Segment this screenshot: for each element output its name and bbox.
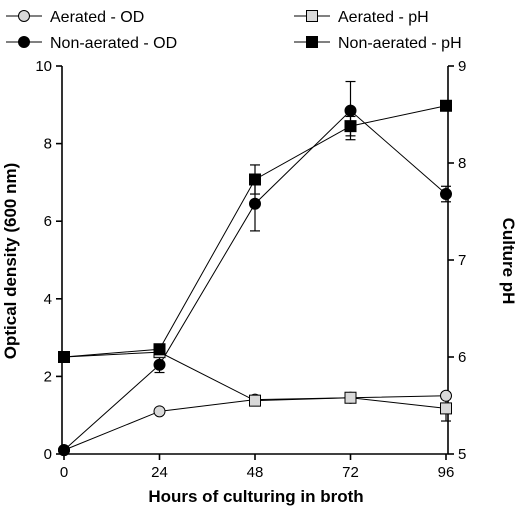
y-tick-label: 4 — [44, 291, 52, 308]
data-point — [344, 120, 357, 133]
legend-label: Non-aerated - OD — [50, 35, 177, 52]
y-tick-label: 8 — [44, 136, 52, 153]
y2-tick-label: 8 — [458, 155, 466, 172]
x-tick-label: 48 — [247, 464, 264, 481]
legend-label: Aerated - pH — [338, 9, 429, 26]
data-point — [344, 391, 357, 404]
y2-tick-label: 6 — [458, 349, 466, 366]
legend-label: Aerated - OD — [50, 9, 144, 26]
y2-tick-label: 7 — [458, 252, 466, 269]
data-point — [249, 197, 261, 210]
x-axis-title: Hours of culturing in broth — [148, 487, 363, 506]
x-tick-label: 24 — [151, 464, 168, 481]
legend-marker — [306, 10, 318, 22]
y2-tick-label: 5 — [458, 446, 466, 463]
data-point — [249, 173, 261, 186]
data-point — [440, 389, 452, 402]
y-axis-title: Optical density (600 nm) — [1, 163, 20, 360]
y-tick-label: 0 — [44, 446, 52, 463]
y2-axis-title: Culture pH — [499, 218, 518, 305]
y-tick-label: 10 — [35, 58, 52, 75]
data-point — [440, 188, 452, 201]
data-point — [440, 99, 452, 112]
x-tick-label: 96 — [438, 464, 455, 481]
data-point — [58, 351, 70, 363]
legend-marker — [18, 36, 30, 48]
legend-label: Non-aerated - pH — [338, 35, 462, 52]
legend-marker — [18, 10, 30, 22]
data-point — [344, 104, 357, 117]
data-point — [153, 405, 166, 418]
data-point — [58, 444, 70, 457]
legend: Aerated - OD Non-aerated - OD Aerated - pH… — [6, 9, 462, 52]
data-point — [153, 343, 166, 356]
legend-marker — [306, 36, 318, 48]
y-tick-label: 2 — [44, 368, 52, 385]
data-point — [153, 358, 166, 371]
y2-tick-label: 9 — [458, 58, 466, 75]
series-layer — [58, 80, 452, 457]
data-point — [440, 402, 452, 415]
x-tick-label: 72 — [342, 464, 359, 481]
x-tick-label: 0 — [60, 464, 68, 481]
y-tick-label: 6 — [44, 213, 52, 230]
data-point — [249, 394, 261, 407]
